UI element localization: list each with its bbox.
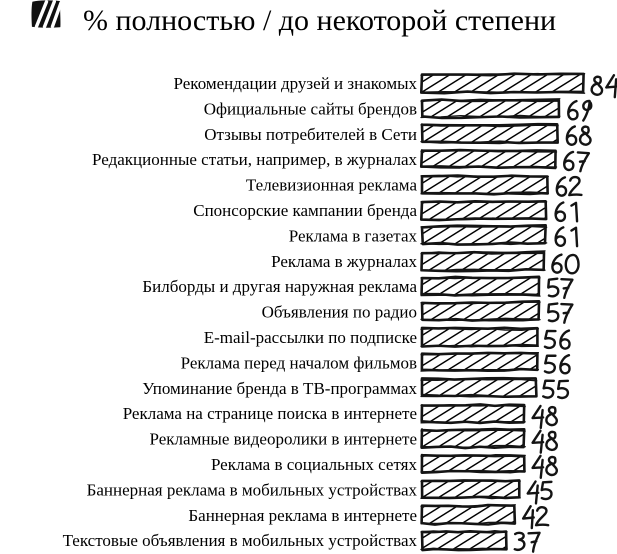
svg-text:Объявления по радио: Объявления по радио <box>262 303 417 322</box>
svg-text:Реклама в социальных сетях: Реклама в социальных сетях <box>211 455 418 474</box>
svg-text:% полностью / до некоторой сте: % полностью / до некоторой степени <box>83 4 556 37</box>
svg-text:Билборды и другая наружная рек: Билборды и другая наружная реклама <box>142 277 417 296</box>
svg-text:Реклама в газетах: Реклама в газетах <box>289 226 418 245</box>
svg-text:Редакционные статьи, например,: Редакционные статьи, например, в журнала… <box>92 150 417 169</box>
svg-text:Баннерная реклама в интернете: Баннерная реклама в интернете <box>188 506 417 525</box>
svg-text:Официальные сайты брендов: Официальные сайты брендов <box>204 99 417 118</box>
svg-text:Реклама перед началом фильмов: Реклама перед началом фильмов <box>181 353 417 372</box>
svg-text:Отзывы потребителей в Сети: Отзывы потребителей в Сети <box>204 125 417 144</box>
svg-text:Упоминание бренда в ТВ-програм: Упоминание бренда в ТВ-программах <box>142 379 417 398</box>
svg-text:E-mail-рассылки по подписке: E-mail-рассылки по подписке <box>204 328 417 347</box>
svg-text:Рекламные видеоролики в интерн: Рекламные видеоролики в интернете <box>150 430 417 449</box>
svg-text:Текстовые объявления в мобильн: Текстовые объявления в мобильных устройс… <box>63 531 418 550</box>
svg-text:Реклама на странице поиска в и: Реклама на странице поиска в интернете <box>123 404 417 423</box>
svg-text:Телевизионная реклама: Телевизионная реклама <box>246 176 418 195</box>
svg-text:Реклама в журналах: Реклама в журналах <box>271 252 417 271</box>
svg-text:Рекомендации друзей и знакомых: Рекомендации друзей и знакомых <box>174 74 418 93</box>
svg-text:Спонсорские кампании бренда: Спонсорские кампании бренда <box>193 201 417 220</box>
svg-text:Баннерная реклама в мобильных: Баннерная реклама в мобильных устройства… <box>87 480 418 499</box>
